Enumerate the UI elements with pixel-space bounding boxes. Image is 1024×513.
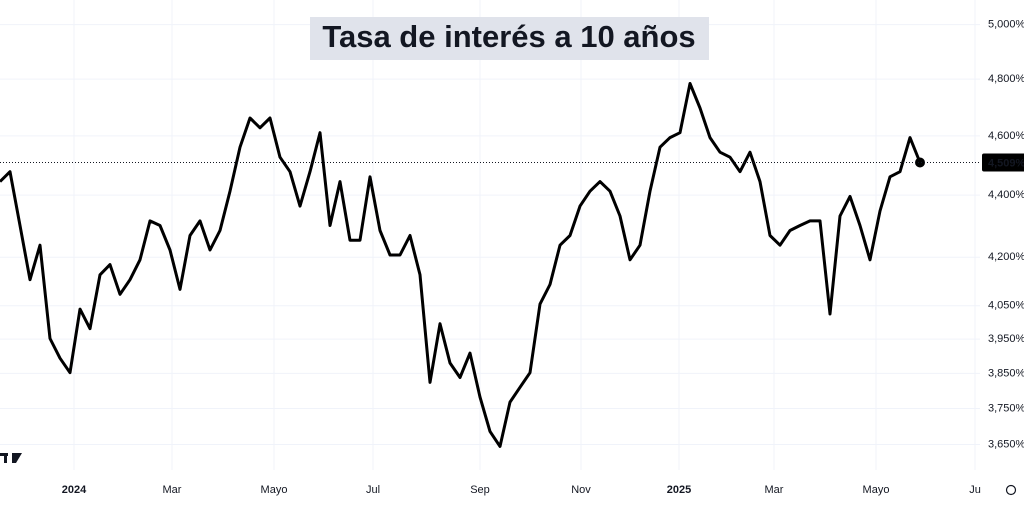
x-tick-label: Jul xyxy=(366,484,380,496)
y-tick-label: 5,000% xyxy=(988,18,1024,30)
y-tick-label: 3,850% xyxy=(988,367,1024,379)
x-tick-label: 2025 xyxy=(667,484,691,496)
x-tick-label: 2024 xyxy=(62,484,87,496)
last-point xyxy=(915,157,925,168)
title-background xyxy=(310,17,709,60)
y-tick-label: 3,950% xyxy=(988,333,1024,345)
y-tick-label: 3,650% xyxy=(988,438,1024,450)
x-tick-label: Sep xyxy=(470,484,490,496)
line xyxy=(0,82,922,448)
x-tick-label: Mayo xyxy=(863,484,890,496)
current-label: 4,509% xyxy=(988,157,1024,169)
grid xyxy=(0,0,980,470)
plot-area xyxy=(0,82,980,448)
x-tick-label: Ju xyxy=(969,484,981,496)
chart-title: Tasa de interés a 10 años xyxy=(322,19,695,54)
y-tick-label: 4,400% xyxy=(988,189,1024,201)
y-tick-label: 4,050% xyxy=(988,300,1024,312)
y-tick-label: 4,600% xyxy=(988,130,1024,142)
x-tick-label: Nov xyxy=(571,484,591,496)
axes: 5,000% 4,800% 4,600% 4,400% 4,200% 4,050% 3,95… xyxy=(62,18,1024,496)
y-tick-label: 4,800% xyxy=(988,73,1024,85)
current-label-box xyxy=(982,153,1024,172)
settings-icon[interactable] xyxy=(1005,484,1017,496)
y-tick-label: 4,200% xyxy=(988,251,1024,263)
logo xyxy=(0,453,22,463)
x-tick-label: Mar xyxy=(163,484,182,496)
x-tick-label: Mar xyxy=(765,484,784,496)
x-tick-label: Mayo xyxy=(261,484,288,496)
y-tick-label: 3,750% xyxy=(988,402,1024,414)
